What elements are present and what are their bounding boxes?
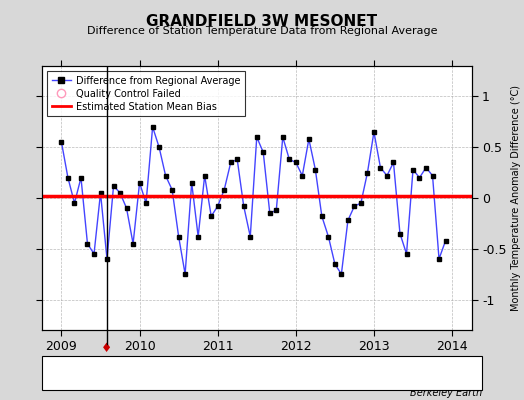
Text: GRANDFIELD 3W MESONET: GRANDFIELD 3W MESONET [146,14,378,29]
Text: Empirical Break: Empirical Break [406,368,483,378]
Legend: Difference from Regional Average, Quality Control Failed, Estimated Station Mean: Difference from Regional Average, Qualit… [47,71,245,116]
Text: ▲: ▲ [161,368,169,378]
Text: Berkeley Earth: Berkeley Earth [410,388,482,398]
Text: ♦: ♦ [101,342,113,354]
Text: Time of Obs. Change: Time of Obs. Change [278,368,379,378]
Text: ♦: ♦ [49,366,61,380]
Text: Difference of Station Temperature Data from Regional Average: Difference of Station Temperature Data f… [87,26,437,36]
Text: Station Move: Station Move [63,368,127,378]
Text: Record Gap: Record Gap [173,368,230,378]
Text: ▼: ▼ [266,368,274,378]
Y-axis label: Monthly Temperature Anomaly Difference (°C): Monthly Temperature Anomaly Difference (… [511,85,521,311]
Text: ■: ■ [393,368,403,378]
